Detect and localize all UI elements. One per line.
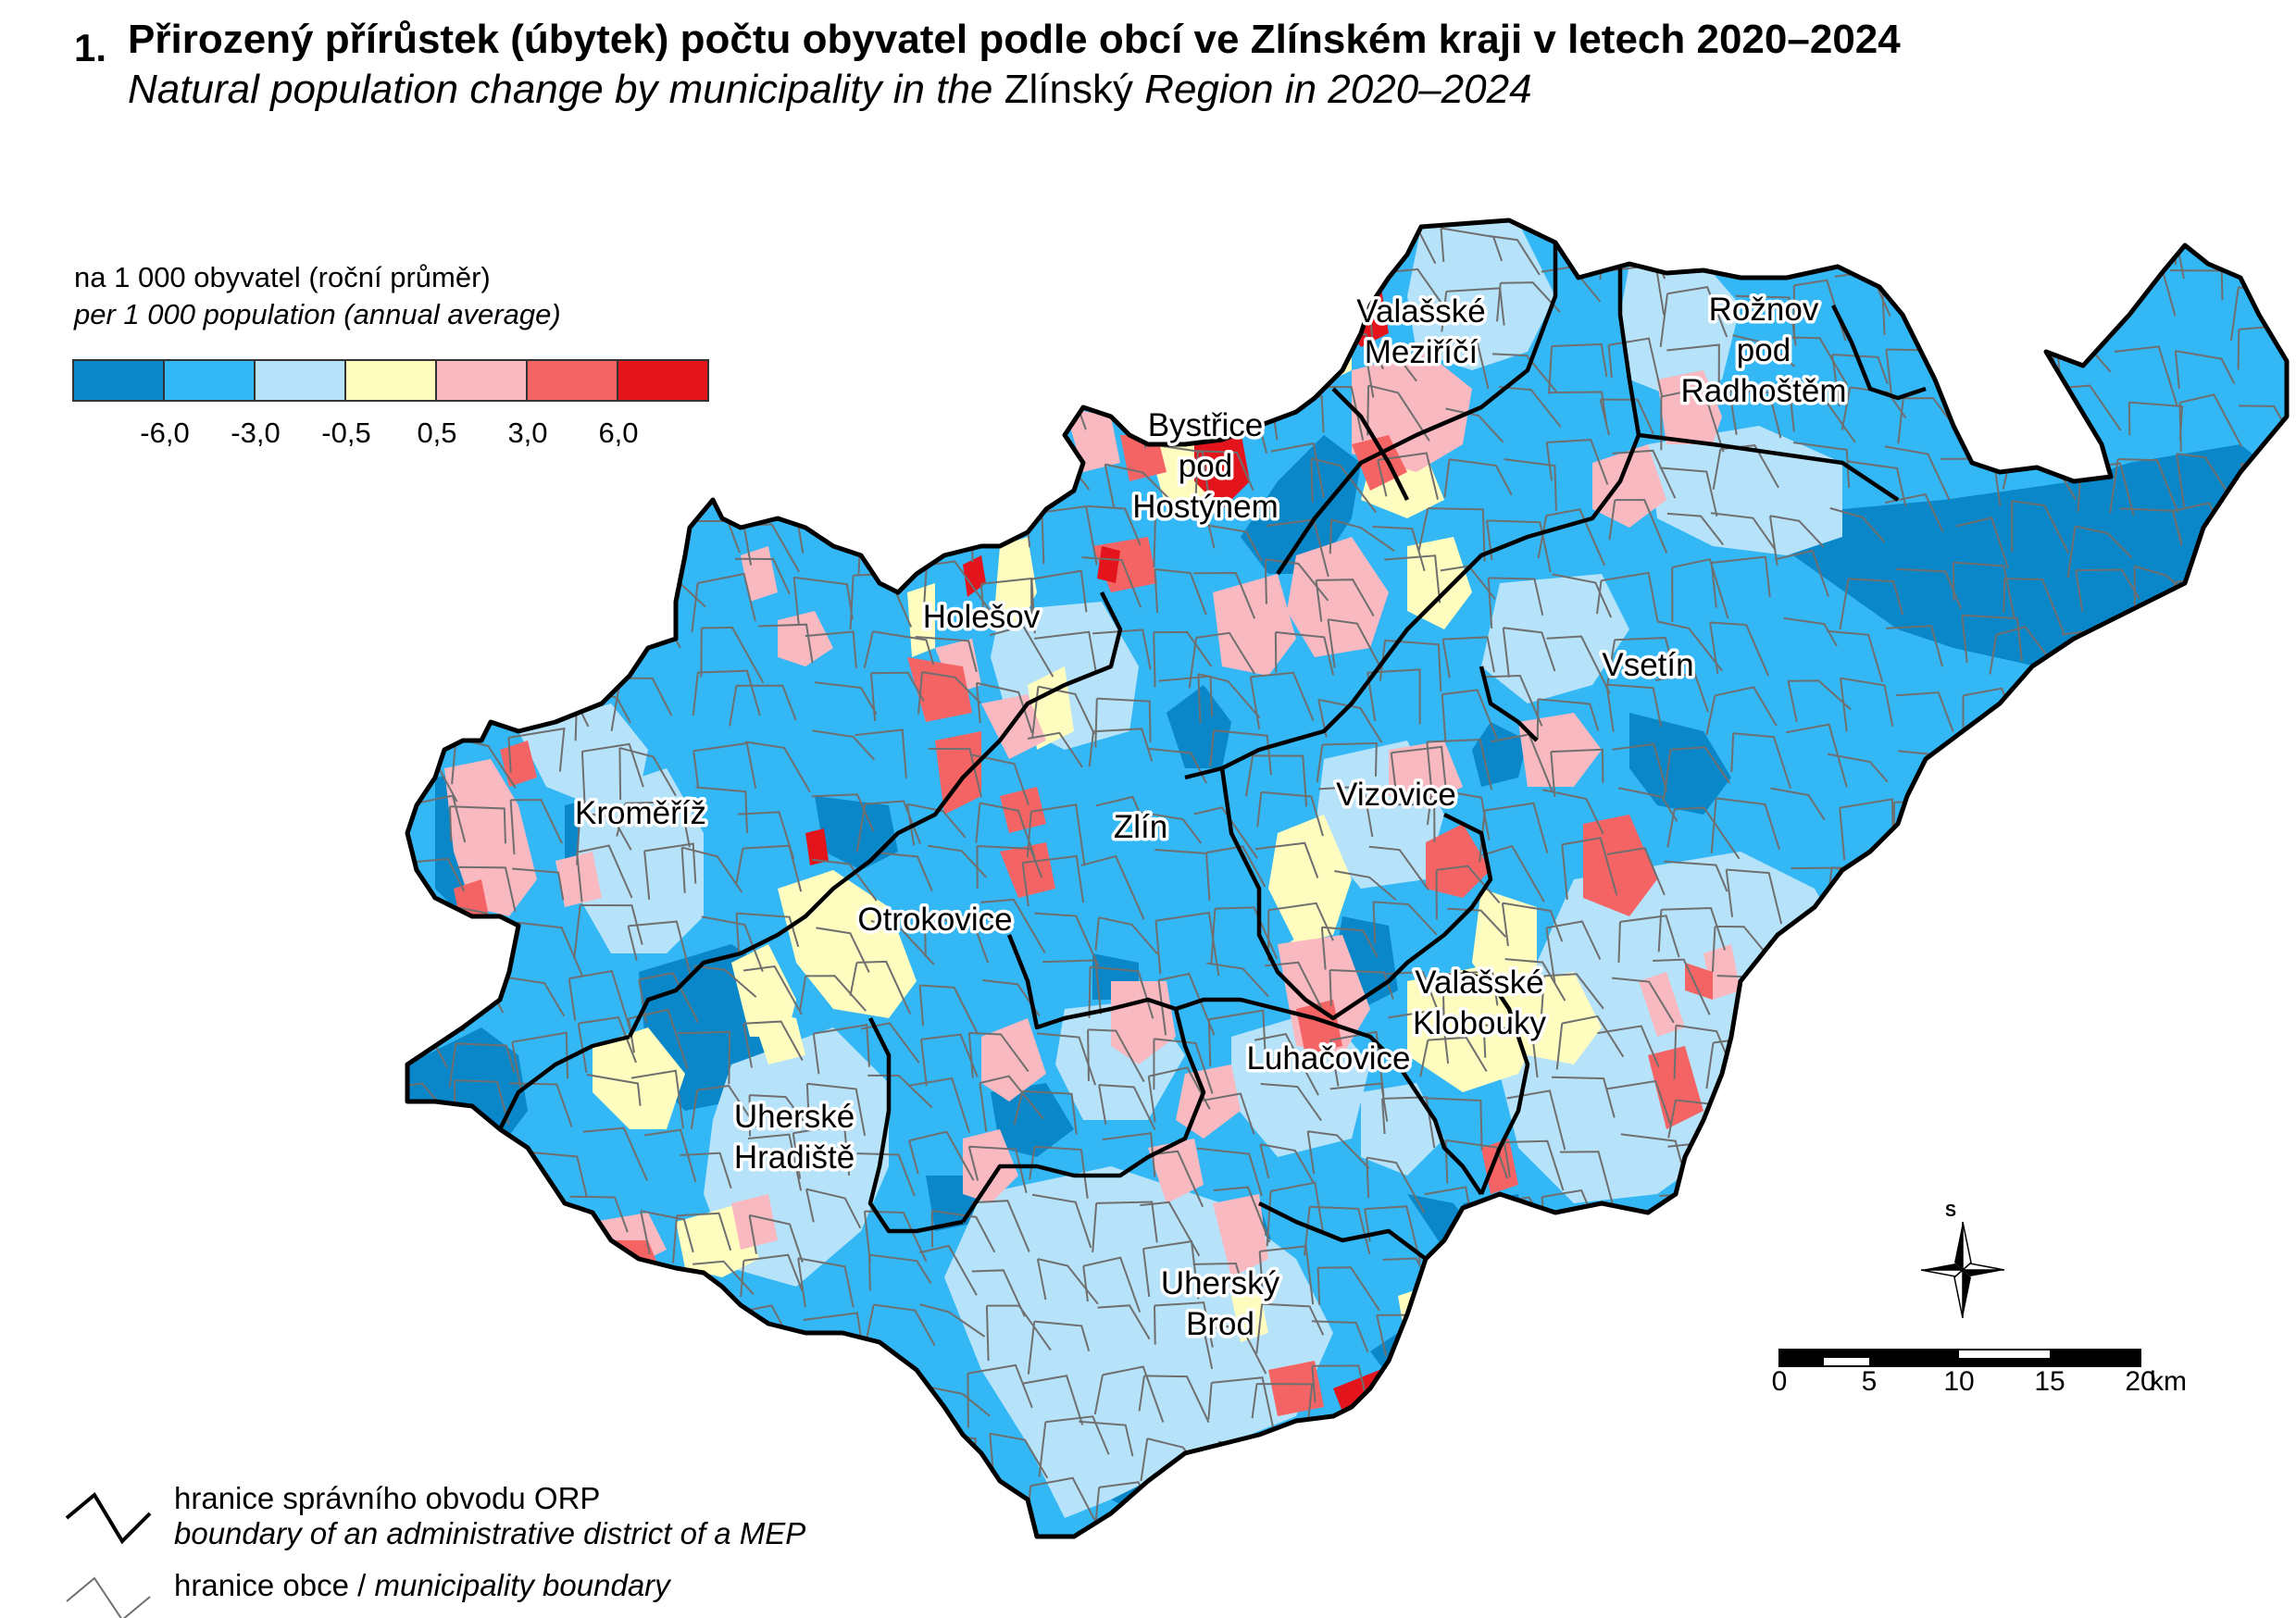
scale-tick-label: 15 <box>2034 1366 2065 1397</box>
legend-break-label: 0,5 <box>417 417 457 449</box>
map-title-en: Natural population change by municipalit… <box>128 67 1532 113</box>
legend-break-label: -0,5 <box>321 417 371 449</box>
legend-swatch-4 <box>346 361 437 400</box>
district-label: Zlín <box>1114 809 1167 845</box>
legend-break-label: -3,0 <box>231 417 281 449</box>
legend-swatch-7 <box>618 361 707 400</box>
district-label: Valašské Meziříčí <box>1356 293 1485 370</box>
orp-boundary-label-cz: hranice správního obvodu ORP <box>174 1481 601 1515</box>
boundary-legend: hranice správního obvodu ORP boundary of… <box>65 1472 805 1611</box>
legend-break-labels: -6,0 -3,0 -0,5 0,5 3,0 6,0 <box>0 417 833 454</box>
district-label: Otrokovice <box>857 902 1012 938</box>
title-en-region: Zlínský <box>1004 67 1133 112</box>
map-title-cz: Přirozený přírůstek (úbytek) počtu obyva… <box>128 17 1901 62</box>
orp-boundary-label-en: boundary of an administrative district o… <box>174 1516 806 1550</box>
scale-tick-label: 10 <box>1943 1366 1975 1397</box>
orp-boundaries <box>497 243 1927 1261</box>
scale-bar <box>1778 1349 2141 1367</box>
district-label: Bystřice pod Hostýnem <box>1132 407 1279 525</box>
legend-unit-en: per 1 000 population (annual average) <box>74 298 561 330</box>
legend-break-label: 3,0 <box>507 417 548 449</box>
district-label: Uherský Brod <box>1161 1265 1280 1342</box>
district-label: Vizovice <box>1336 777 1456 813</box>
legend-swatch-6 <box>528 361 618 400</box>
orp-boundary-sample <box>65 1491 152 1545</box>
municipality-boundary-sample <box>66 1576 151 1618</box>
compass-rose-icon <box>1920 1221 2005 1319</box>
legend-break-label: 6,0 <box>598 417 639 449</box>
municipality-boundary-label-en: municipality boundary <box>374 1568 670 1602</box>
legend-swatch-3 <box>256 361 346 400</box>
scale-tick-label: 20 <box>2125 1366 2156 1397</box>
district-labels: Valašské Meziříčí Rožnov pod Radhoštěm Bystři… <box>572 289 1850 1346</box>
municipality-boundary-label-cz: hranice obce / <box>174 1568 367 1602</box>
title-en-part2: Region in 2020–2024 <box>1132 67 1532 112</box>
scale-tick-label: 0 <box>1771 1366 1788 1397</box>
legend-swatch-5 <box>437 361 528 400</box>
legend-swatch-1 <box>74 361 165 400</box>
district-label: Vsetín <box>1602 647 1693 683</box>
legend-break-label: -6,0 <box>140 417 190 449</box>
municipality-boundary-label: hranice obce / municipality boundary <box>174 1568 670 1603</box>
district-label: Holešov <box>923 599 1041 635</box>
north-label: S <box>1945 1201 1957 1220</box>
legend-swatch-2 <box>165 361 256 400</box>
legend-unit-cz: na 1 000 obyvatel (roční průměr) <box>74 261 491 293</box>
scale-tick-label: 5 <box>1861 1366 1878 1397</box>
district-label: Luhačovice <box>1246 1040 1410 1077</box>
district-label: Valašské Klobouky <box>1413 965 1546 1041</box>
district-label: Uherské Hradiště <box>734 1099 855 1176</box>
title-en-part1: Natural population change by municipalit… <box>128 67 1004 112</box>
scale-unit: km <box>2150 1366 2187 1397</box>
district-label: Kroměříž <box>575 795 706 831</box>
district-label: Rožnov pod Radhoštěm <box>1681 292 1847 409</box>
legend-color-bar <box>72 359 709 402</box>
figure-number: 1. <box>74 26 107 69</box>
